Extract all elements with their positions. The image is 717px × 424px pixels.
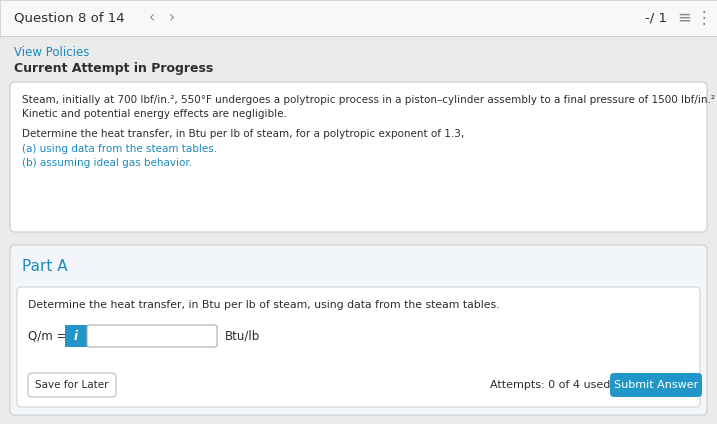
Text: Steam, initially at 700 lbf/in.², 550°F undergoes a polytropic process in a pist: Steam, initially at 700 lbf/in.², 550°F … <box>22 95 715 105</box>
Text: -/ 1: -/ 1 <box>645 11 667 25</box>
Text: ‹: ‹ <box>149 11 155 25</box>
Text: Btu/lb: Btu/lb <box>225 329 260 343</box>
FancyBboxPatch shape <box>17 287 700 407</box>
Text: Part A: Part A <box>22 259 67 274</box>
Text: View Policies: View Policies <box>14 46 90 59</box>
Text: Q/m =: Q/m = <box>28 329 67 343</box>
Bar <box>0 0 717 36</box>
Bar <box>65 325 87 347</box>
Text: Kinetic and potential energy effects are negligible.: Kinetic and potential energy effects are… <box>22 109 287 119</box>
Text: i: i <box>74 329 78 343</box>
Text: (a) using data from the steam tables.: (a) using data from the steam tables. <box>22 144 217 154</box>
Text: Submit Answer: Submit Answer <box>614 380 698 390</box>
Text: ≡: ≡ <box>677 9 691 27</box>
Text: ⋮: ⋮ <box>695 9 712 27</box>
Text: Determine the heat transfer, in Btu per lb of steam, for a polytropic exponent o: Determine the heat transfer, in Btu per … <box>22 129 464 139</box>
Text: Question 8 of 14: Question 8 of 14 <box>14 11 125 25</box>
Text: Current Attempt in Progress: Current Attempt in Progress <box>14 62 213 75</box>
FancyBboxPatch shape <box>10 82 707 232</box>
FancyBboxPatch shape <box>10 245 707 415</box>
Text: ›: › <box>169 11 175 25</box>
FancyBboxPatch shape <box>87 325 217 347</box>
FancyBboxPatch shape <box>610 373 702 397</box>
FancyBboxPatch shape <box>28 373 116 397</box>
Text: (b) assuming ideal gas behavior.: (b) assuming ideal gas behavior. <box>22 158 192 168</box>
Text: Determine the heat transfer, in Btu per lb of steam, using data from the steam t: Determine the heat transfer, in Btu per … <box>28 300 500 310</box>
Text: Attempts: 0 of 4 used: Attempts: 0 of 4 used <box>490 380 610 390</box>
Text: Save for Later: Save for Later <box>35 380 109 390</box>
